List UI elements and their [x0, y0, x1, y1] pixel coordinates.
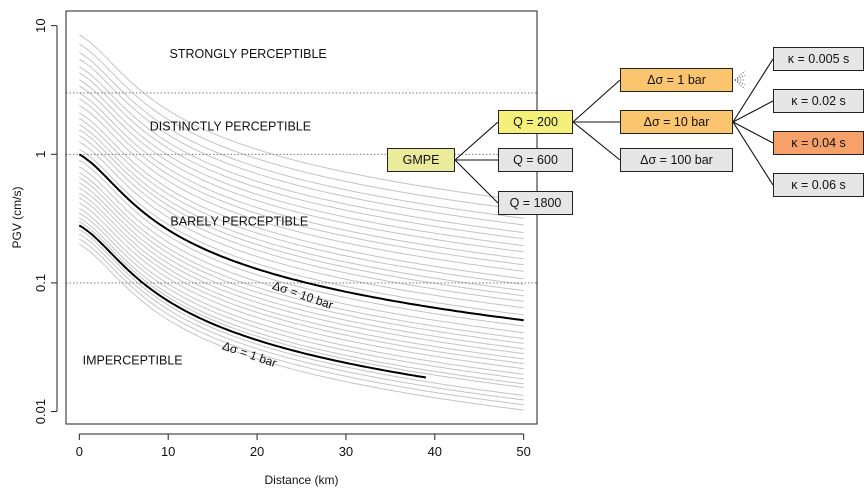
tree-node-stress-10-bar: Δσ = 10 bar — [620, 110, 733, 134]
background-curve-22 — [79, 117, 524, 285]
tree-node-q-600: Q = 600 — [498, 148, 573, 172]
y-tick-label-0: 0.01 — [33, 399, 48, 424]
background-curve-34 — [79, 34, 524, 202]
tree-link-5 — [572, 121, 621, 161]
background-curve-8 — [79, 202, 524, 370]
background-curve-12 — [79, 182, 524, 350]
background-curve-15 — [79, 166, 524, 334]
series-label-0: Δσ = 10 bar — [271, 278, 335, 312]
background-curve-21 — [79, 124, 524, 292]
x-axis-label: Distance (km) — [264, 473, 338, 487]
background-curve-18 — [79, 141, 524, 309]
y-tick-label-2: 1 — [33, 151, 48, 158]
background-curve-30 — [79, 66, 524, 234]
background-curve-29 — [79, 72, 524, 240]
zone-label-2: BARELY PERCEPTIBLE — [170, 215, 308, 229]
tree-link-8 — [732, 121, 774, 144]
background-curve-4 — [79, 221, 524, 388]
tree-node-kappa-004: κ = 0.04 s — [773, 131, 864, 155]
zone-label-3: IMPERCEPTIBLE — [83, 353, 183, 367]
background-curve-32 — [79, 51, 524, 219]
background-curve-17 — [79, 148, 524, 316]
x-tick-label-0: 0 — [76, 444, 83, 459]
tree-link-9 — [732, 121, 774, 186]
y-tick-label-1: 0.1 — [33, 274, 48, 292]
tree-node-stress-1-bar: Δσ = 1 bar — [620, 68, 733, 92]
background-curve-23 — [79, 112, 524, 280]
background-curve-11 — [79, 187, 524, 355]
background-curve-33 — [79, 43, 524, 211]
x-tick-label-4: 40 — [428, 444, 442, 459]
background-curve-6 — [79, 212, 524, 380]
tree-link-7 — [732, 100, 774, 123]
background-curve-5 — [79, 217, 524, 385]
background-curve-2 — [79, 233, 524, 401]
truncated-branch-1 — [734, 75, 746, 81]
truncated-branch-3 — [734, 79, 746, 85]
tree-connectors — [454, 58, 774, 204]
background-curve-9 — [79, 197, 524, 365]
tree-link-6 — [732, 58, 774, 123]
background-curve-13 — [79, 177, 524, 344]
tree-link-3 — [572, 79, 621, 123]
zone-label-0: STRONGLY PERCEPTIBLE — [170, 47, 327, 61]
highlighted-curves — [78, 153, 524, 379]
x-tick-label-1: 10 — [161, 444, 175, 459]
tree-node-kappa-002: κ = 0.02 s — [773, 89, 864, 113]
truncated-branch-0 — [734, 70, 746, 81]
tree-link-0 — [454, 121, 499, 161]
background-curves — [79, 34, 524, 411]
tree-node-kappa-0005: κ = 0.005 s — [773, 47, 864, 71]
zone-label-1: DISTINCTLY PERCEPTIBLE — [150, 119, 311, 133]
background-curve-25 — [79, 98, 524, 266]
tree-node-kappa-006: κ = 0.06 s — [773, 173, 864, 197]
background-curve-3 — [79, 229, 524, 396]
background-curve-16 — [79, 159, 524, 327]
x-tick-label-5: 50 — [516, 444, 530, 459]
background-curve-28 — [79, 79, 524, 247]
background-curve-0 — [79, 243, 524, 411]
highlighted-curve-1 — [78, 224, 427, 379]
background-curve-27 — [79, 85, 524, 253]
tree-node-q-1800: Q = 1800 — [498, 191, 573, 215]
x-tick-label-2: 20 — [250, 444, 264, 459]
background-curve-1 — [79, 238, 524, 406]
background-curve-31 — [79, 58, 524, 226]
tree-node-q-200: Q = 200 — [498, 110, 573, 134]
background-curve-14 — [79, 172, 524, 339]
background-curve-10 — [79, 192, 524, 360]
background-curve-20 — [79, 129, 524, 297]
highlighted-curve-0 — [78, 153, 524, 322]
plot-frame — [65, 10, 538, 425]
background-curve-26 — [79, 92, 524, 260]
x-tick-label-3: 30 — [339, 444, 353, 459]
y-axis-label: PGV (cm/s) — [10, 186, 24, 248]
background-curve-24 — [79, 104, 524, 272]
background-curve-19 — [79, 135, 524, 302]
background-curve-7 — [79, 207, 524, 375]
tree-node-gmpe: GMPE — [387, 148, 455, 172]
tree-link-2 — [454, 159, 499, 204]
y-tick-label-3: 10 — [33, 18, 48, 32]
tree-node-stress-100-bar: Δσ = 100 bar — [620, 148, 733, 172]
truncated-branch-4 — [734, 79, 746, 90]
